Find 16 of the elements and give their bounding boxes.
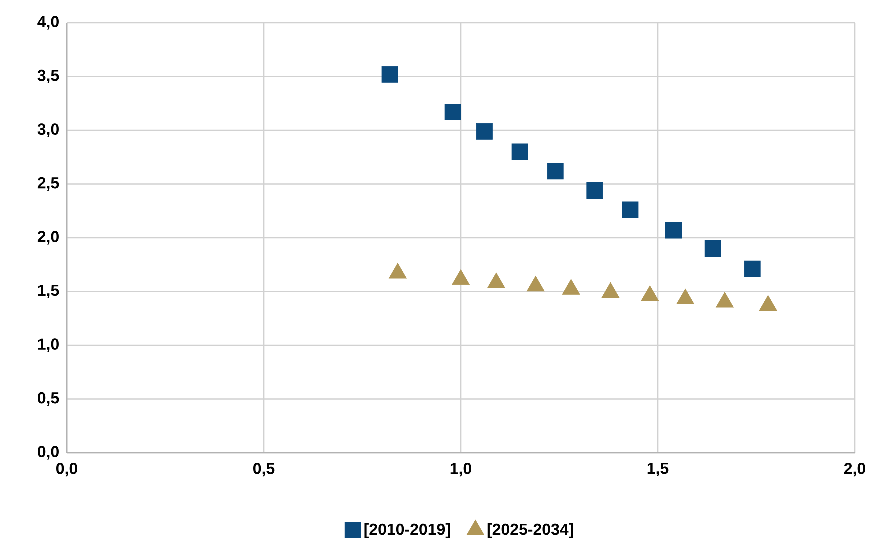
y-tick-label: 1,0 (38, 338, 59, 352)
y-tick-label: 4,0 (38, 16, 59, 30)
x-tick-label: 0,0 (56, 463, 78, 477)
x-tick-label: 0,5 (254, 463, 275, 477)
x-tick-label: 2,0 (844, 463, 866, 477)
y-tick-label: 2,0 (38, 231, 59, 245)
x-tick-label: 1,0 (450, 463, 472, 477)
x-tick-label: 1,5 (648, 463, 669, 477)
y-tick-label: 3,5 (38, 70, 60, 84)
y-tick-label: 0,5 (38, 392, 60, 406)
legend-label: [2025-2034] (488, 523, 574, 538)
y-tick-label: 2,5 (38, 177, 60, 192)
legend-label: [2010-2019] (364, 523, 450, 538)
y-tick-label: 0,0 (38, 446, 59, 460)
y-tick-label: 3,0 (38, 124, 59, 138)
y-tick-label: 1,5 (38, 285, 60, 298)
